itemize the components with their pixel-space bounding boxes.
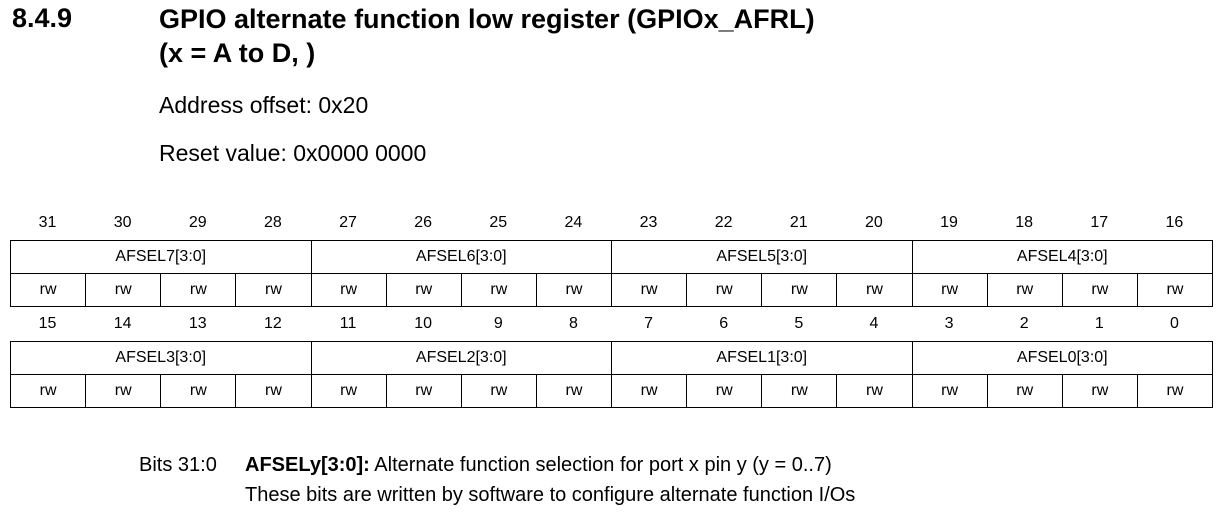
bit-number: 11 — [339, 315, 357, 332]
bit-number: 14 — [113, 315, 132, 332]
description-line-1: Bits 31:0 AFSELy[3:0]: Alternate function… — [139, 450, 855, 480]
bit-number: 13 — [188, 315, 207, 332]
bit-number: 7 — [644, 315, 654, 332]
access-cell: rw — [310, 374, 387, 408]
access-cell: rw — [235, 374, 312, 408]
field-cell: AFSEL2[3:0] — [310, 341, 612, 375]
access-cell: rw — [85, 374, 162, 408]
bit-number: 5 — [794, 315, 804, 332]
section-title: GPIO alternate function low register (GP… — [159, 2, 815, 70]
field-cell: AFSEL5[3:0] — [611, 240, 913, 274]
access-cell: rw — [1061, 273, 1138, 307]
access-cell: rw — [9, 374, 87, 408]
section-title-line-1: GPIO alternate function low register (GP… — [159, 4, 815, 34]
access-cell: rw — [385, 273, 462, 307]
bit-number: 1 — [1094, 315, 1104, 332]
access-cell: rw — [686, 374, 763, 408]
access-cell: rw — [385, 374, 462, 408]
bit-number: 30 — [113, 214, 132, 231]
bit-number: 8 — [568, 315, 578, 332]
access-cell: rw — [160, 374, 237, 408]
access-cell: rw — [160, 273, 237, 307]
bit-number: 25 — [489, 214, 508, 231]
bit-number: 15 — [38, 315, 57, 332]
upper-bit-number-row: 31 30 29 28 27 26 25 24 23 22 21 20 19 1… — [10, 212, 1212, 234]
access-cell: rw — [610, 374, 688, 408]
bit-number: 21 — [789, 214, 808, 231]
access-cell: rw — [535, 273, 613, 307]
address-offset: Address offset: 0x20 — [159, 92, 369, 118]
upper-register-table: AFSEL7[3:0] AFSEL6[3:0] AFSEL5[3:0] AFSE… — [9, 240, 1214, 307]
access-cell: rw — [1061, 374, 1138, 408]
access-cell: rw — [836, 273, 913, 307]
section-title-line-2: (x = A to D, ) — [159, 38, 316, 68]
bit-range: Bits 31:0 — [139, 454, 217, 476]
bit-number: 17 — [1090, 214, 1109, 231]
bit-number: 18 — [1015, 214, 1034, 231]
access-cell: rw — [1136, 273, 1214, 307]
field-cell: AFSEL0[3:0] — [911, 341, 1213, 375]
field-description: Alternate function selection for port x … — [369, 454, 832, 476]
access-cell: rw — [911, 374, 988, 408]
field-name: AFSELy[3:0]: — [245, 454, 370, 476]
access-cell: rw — [1136, 374, 1214, 408]
bit-number: 3 — [944, 315, 954, 332]
field-cell: AFSEL6[3:0] — [310, 240, 612, 274]
access-cell: rw — [761, 273, 838, 307]
section-number: 8.4.9 — [12, 3, 73, 33]
access-cell: rw — [460, 273, 537, 307]
access-cell: rw — [836, 374, 913, 408]
bit-number: 19 — [940, 214, 958, 231]
bit-number: 22 — [714, 214, 733, 231]
access-cell: rw — [911, 273, 988, 307]
bit-number: 24 — [564, 214, 583, 231]
field-cell: AFSEL1[3:0] — [611, 341, 913, 375]
access-cell: rw — [986, 374, 1063, 408]
bit-number: 26 — [414, 214, 433, 231]
lower-register-table: AFSEL3[3:0] AFSEL2[3:0] AFSEL1[3:0] AFSE… — [9, 341, 1214, 408]
field-row: AFSEL3[3:0] AFSEL2[3:0] AFSEL1[3:0] AFSE… — [10, 341, 1213, 375]
access-cell: rw — [9, 273, 87, 307]
access-cell: rw — [986, 273, 1063, 307]
bit-number: 27 — [339, 214, 357, 231]
access-cell: rw — [761, 374, 838, 408]
bit-number: 6 — [719, 315, 729, 332]
field-row: AFSEL7[3:0] AFSEL6[3:0] AFSEL5[3:0] AFSE… — [10, 240, 1213, 274]
bit-number: 16 — [1165, 214, 1184, 231]
description-line-2: These bits are written by software to co… — [245, 484, 856, 506]
field-cell: AFSEL3[3:0] — [10, 341, 312, 375]
access-cell: rw — [610, 273, 688, 307]
bit-number: 23 — [639, 214, 658, 231]
access-cell: rw — [535, 374, 613, 408]
access-cell: rw — [235, 273, 312, 307]
bit-number: 12 — [264, 315, 282, 332]
field-cell: AFSEL7[3:0] — [10, 240, 312, 274]
bit-number: 29 — [188, 214, 207, 231]
bit-number: 31 — [38, 214, 57, 231]
access-cell: rw — [85, 273, 162, 307]
bit-number: 0 — [1169, 315, 1179, 332]
field-cell: AFSEL4[3:0] — [911, 240, 1213, 274]
access-cell: rw — [460, 374, 537, 408]
bit-description: Bits 31:0 AFSELy[3:0]: Alternate function… — [139, 450, 855, 510]
bit-number: 20 — [865, 214, 883, 231]
bit-number: 2 — [1019, 315, 1029, 332]
access-cell: rw — [686, 273, 763, 307]
access-row: rw rw rw rw rw rw rw rw rw rw rw rw rw r… — [9, 273, 1214, 307]
bit-number: 28 — [264, 214, 282, 231]
bit-number: 10 — [414, 315, 433, 332]
access-cell: rw — [310, 273, 387, 307]
bit-number: 4 — [869, 315, 879, 332]
reset-value: Reset value: 0x0000 0000 — [159, 140, 427, 166]
lower-bit-number-row: 15 14 13 12 11 10 9 8 7 6 5 4 3 2 1 0 — [10, 313, 1212, 335]
access-row: rw rw rw rw rw rw rw rw rw rw rw rw rw r… — [9, 374, 1214, 408]
bit-number: 9 — [493, 315, 503, 332]
